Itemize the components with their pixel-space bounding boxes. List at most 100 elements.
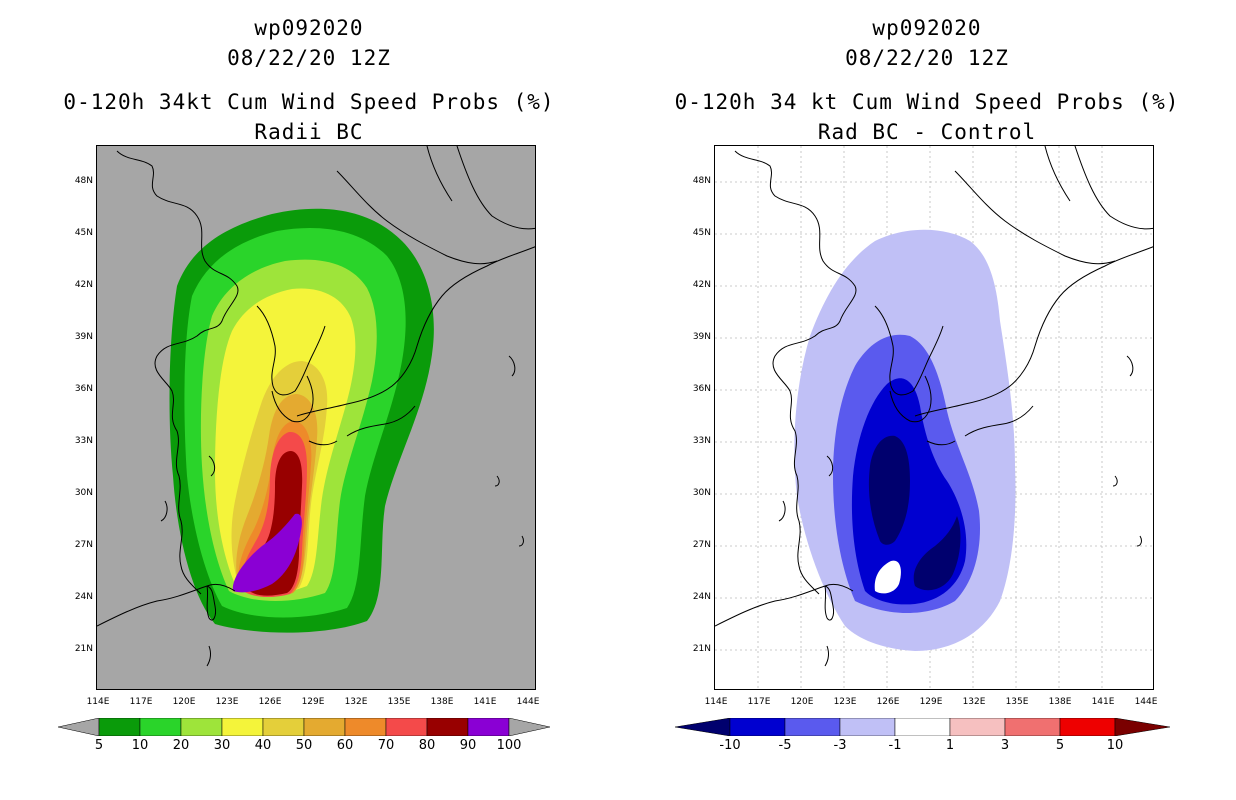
- lat-label: 36N: [692, 384, 711, 394]
- lon-label: 138E: [1048, 697, 1072, 707]
- lat-label: 39N: [692, 332, 711, 342]
- colorbar-label: 50: [295, 738, 313, 753]
- colorbar-label: 10: [1106, 738, 1124, 753]
- colorbar-swatch-1-3: [949, 718, 1006, 736]
- colorbar-label: 5: [1055, 738, 1065, 753]
- colorbar-swatch-40-50: [262, 718, 305, 736]
- colorbar-swatch-minus1-1: [894, 718, 951, 736]
- colorbar-label: 80: [418, 738, 436, 753]
- diff-plus1-contour: [874, 560, 901, 594]
- lon-label: 144E: [516, 697, 540, 707]
- colorbar-label: 3: [1000, 738, 1010, 753]
- colorbar-swatch-minus10-minus5: [729, 718, 786, 736]
- left-map-svg: [97, 146, 535, 667]
- left-title-storm-id: wp092020: [254, 16, 364, 40]
- left-title-subtitle: Radii BC: [254, 120, 364, 144]
- lon-label: 132E: [962, 697, 986, 707]
- lon-label: 126E: [258, 697, 282, 707]
- right-colorbar: [675, 718, 1171, 736]
- colorbar-end-high: [1114, 718, 1171, 736]
- right-title-storm-id: wp092020: [872, 16, 982, 40]
- lat-label: 42N: [74, 280, 93, 290]
- colorbar-label: 40: [254, 738, 272, 753]
- colorbar-label: 90: [459, 738, 477, 753]
- colorbar-end-low: [58, 718, 100, 736]
- left-probability-map: [96, 145, 536, 690]
- colorbar-label: -1: [888, 738, 902, 753]
- colorbar-swatch-minus3-minus1: [839, 718, 896, 736]
- left-coastlines: [97, 146, 535, 667]
- colorbar-label: 20: [172, 738, 190, 753]
- lat-label: 24N: [692, 592, 711, 602]
- lat-label: 33N: [74, 436, 93, 446]
- right-coastlines: [715, 146, 1153, 667]
- left-colorbar: [58, 718, 551, 736]
- right-title-product: 0-120h 34 kt Cum Wind Speed Probs (%): [674, 90, 1180, 114]
- lon-label: 114E: [704, 697, 728, 707]
- lat-label: 45N: [74, 228, 93, 238]
- lon-label: 135E: [1005, 697, 1029, 707]
- colorbar-label: -10: [719, 738, 741, 753]
- lat-label: 27N: [692, 540, 711, 550]
- lon-label: 117E: [129, 697, 153, 707]
- colorbar-swatch-10-20: [139, 718, 182, 736]
- lat-label: 24N: [74, 592, 93, 602]
- right-difference-map: [714, 145, 1154, 690]
- lat-label: 30N: [692, 488, 711, 498]
- colorbar-label: 1: [945, 738, 955, 753]
- colorbar-swatch-80-90: [426, 718, 469, 736]
- colorbar-label: 70: [377, 738, 395, 753]
- lat-label: 36N: [74, 384, 93, 394]
- lon-label: 138E: [430, 697, 454, 707]
- lon-label: 141E: [473, 697, 497, 707]
- lon-label: 135E: [387, 697, 411, 707]
- lon-label: 114E: [86, 697, 110, 707]
- lon-label: 117E: [747, 697, 771, 707]
- colorbar-swatch-30-40: [221, 718, 264, 736]
- lat-label: 45N: [692, 228, 711, 238]
- lon-label: 129E: [301, 697, 325, 707]
- lon-label: 123E: [833, 697, 857, 707]
- lat-label: 27N: [74, 540, 93, 550]
- colorbar-swatch-5-10: [98, 718, 141, 736]
- colorbar-swatch-5-10: [1059, 718, 1116, 736]
- left-panel: wp092020 08/22/20 12Z 0-120h 34kt Cum Wi…: [58, 16, 555, 753]
- lat-label: 33N: [692, 436, 711, 446]
- lat-label: 21N: [692, 644, 711, 654]
- colorbar-label: 60: [336, 738, 354, 753]
- lon-label: 129E: [919, 697, 943, 707]
- lat-label: 48N: [692, 176, 711, 186]
- colorbar-end-high: [508, 718, 551, 736]
- colorbar-swatch-minus5-minus3: [784, 718, 841, 736]
- lat-label: 42N: [692, 280, 711, 290]
- colorbar-label: 5: [94, 738, 104, 753]
- lat-label: 30N: [74, 488, 93, 498]
- colorbar-swatch-60-70: [344, 718, 387, 736]
- right-title-datetime: 08/22/20 12Z: [845, 46, 1009, 70]
- colorbar-label: 30: [213, 738, 231, 753]
- colorbar-swatch-90-100: [467, 718, 510, 736]
- lon-label: 123E: [215, 697, 239, 707]
- colorbar-label: -3: [833, 738, 847, 753]
- colorbar-label: -5: [778, 738, 792, 753]
- lon-label: 126E: [876, 697, 900, 707]
- diff-minus10-contour: [868, 435, 961, 591]
- colorbar-swatch-20-30: [180, 718, 223, 736]
- colorbar-end-low: [675, 718, 731, 736]
- left-title-datetime: 08/22/20 12Z: [227, 46, 391, 70]
- right-title-subtitle: Rad BC - Control: [817, 120, 1037, 144]
- colorbar-swatch-50-60: [303, 718, 346, 736]
- lon-label: 132E: [344, 697, 368, 707]
- lon-label: 120E: [172, 697, 196, 707]
- lon-label: 144E: [1134, 697, 1158, 707]
- lon-label: 120E: [790, 697, 814, 707]
- lat-label: 39N: [74, 332, 93, 342]
- lon-label: 141E: [1091, 697, 1115, 707]
- right-panel: wp092020 08/22/20 12Z 0-120h 34 kt Cum W…: [618, 0, 1236, 800]
- colorbar-label: 100: [496, 738, 522, 753]
- colorbar-label: 10: [131, 738, 149, 753]
- left-title-product: 0-120h 34kt Cum Wind Speed Probs (%): [63, 90, 555, 114]
- lat-label: 21N: [74, 644, 93, 654]
- right-map-svg: [715, 146, 1153, 689]
- colorbar-swatch-3-5: [1004, 718, 1061, 736]
